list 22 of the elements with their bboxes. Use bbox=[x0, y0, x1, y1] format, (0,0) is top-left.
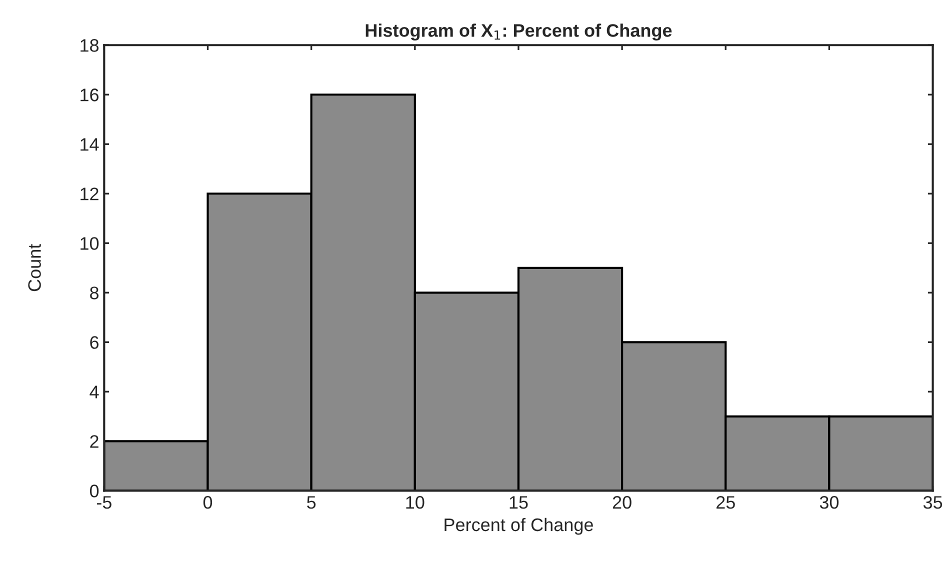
y-tick-label: 8 bbox=[90, 286, 99, 300]
x-tick-label: 0 bbox=[203, 496, 212, 509]
y-tick-label: 10 bbox=[80, 237, 99, 250]
x-axis-title: Percent of Change bbox=[444, 518, 593, 535]
chart-title: Histogram of X$_{1}$: Percent of Change bbox=[366, 24, 672, 41]
y-tick-label: 2 bbox=[90, 435, 98, 448]
x-tick-label: 15 bbox=[510, 496, 528, 509]
y-axis-title: Count bbox=[28, 244, 41, 292]
y-tick-label: 12 bbox=[80, 188, 98, 200]
y-tick-label: 4 bbox=[90, 386, 99, 398]
y-tick-label: 14 bbox=[80, 138, 99, 151]
y-tick-label: 0 bbox=[90, 484, 99, 498]
y-tick-label: 18 bbox=[80, 39, 99, 52]
x-tick-label: 10 bbox=[406, 496, 424, 509]
x-tick-label: 25 bbox=[716, 496, 735, 509]
x-tick-label: 5 bbox=[307, 496, 316, 509]
y-tick-label: 16 bbox=[80, 88, 99, 102]
x-tick-label: 35 bbox=[923, 496, 942, 509]
x-tick-label: 30 bbox=[820, 496, 839, 509]
y-tick-label: 6 bbox=[90, 336, 99, 349]
x-tick-label: 20 bbox=[612, 496, 632, 509]
x-tick-label: -5 bbox=[96, 496, 112, 509]
